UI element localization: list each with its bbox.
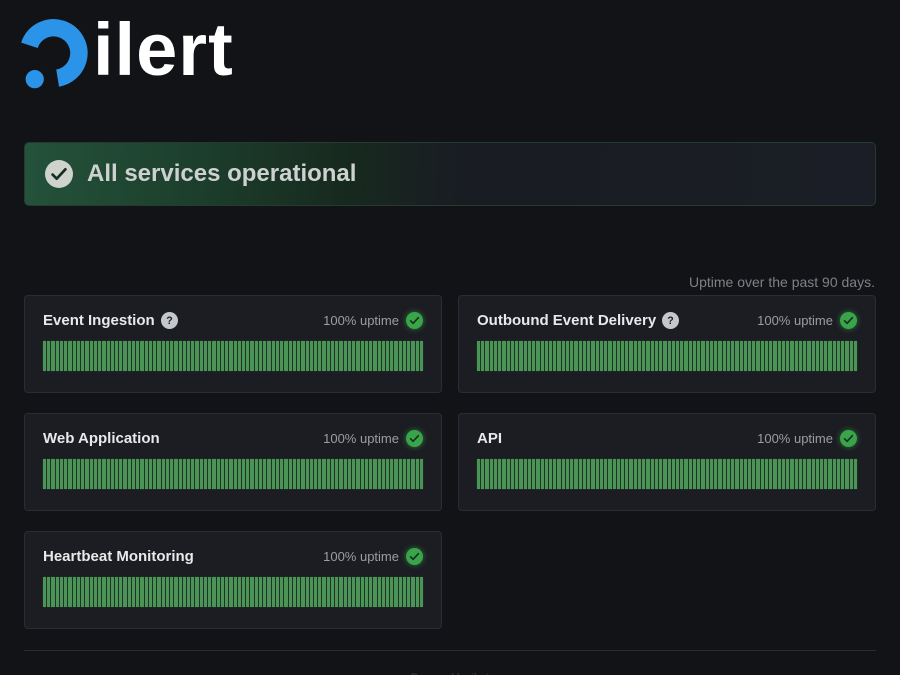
svg-text:?: ? bbox=[667, 315, 673, 327]
svg-text:?: ? bbox=[166, 315, 172, 327]
